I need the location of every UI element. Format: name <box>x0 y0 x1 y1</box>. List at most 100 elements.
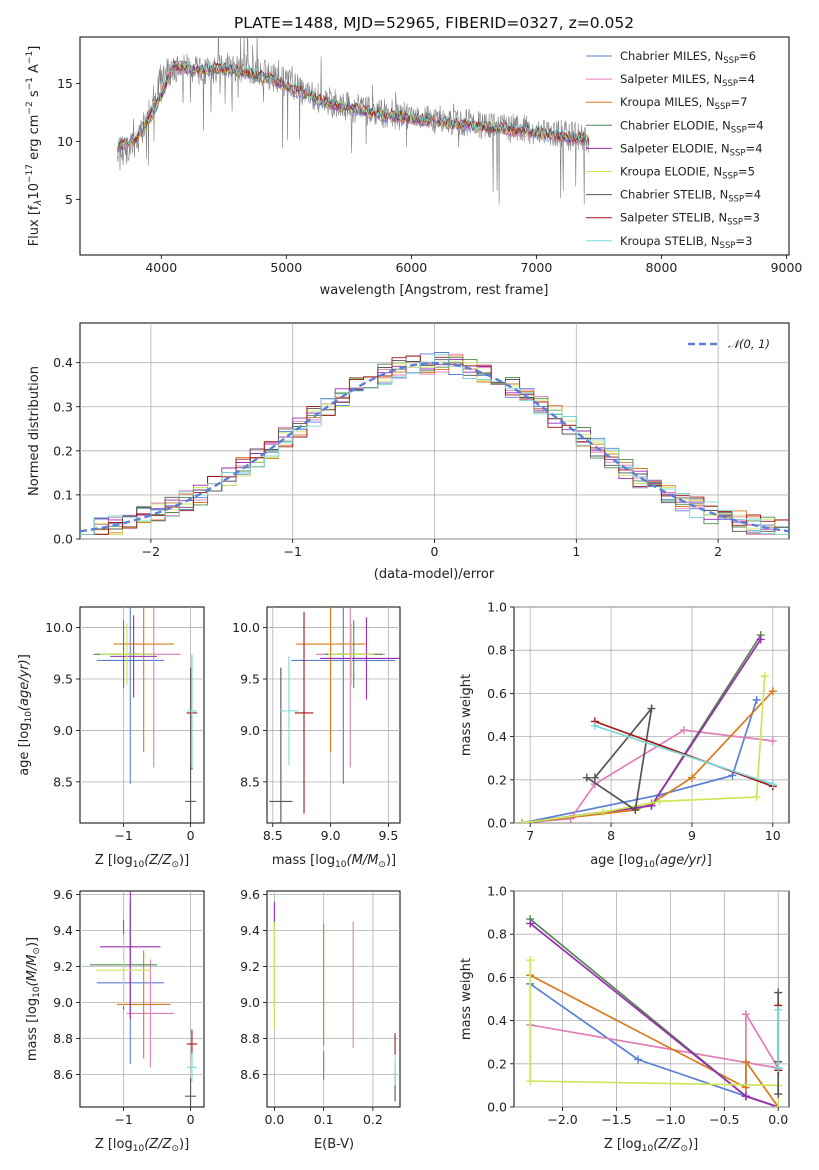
y-tick-label: 9.2 <box>240 959 260 974</box>
plus-marker <box>774 988 783 997</box>
plus-marker <box>655 797 664 806</box>
mass-vs-ebv-xlabel: E(B-V) <box>314 1137 354 1152</box>
x-tick-label: −1 <box>283 544 301 559</box>
plus-marker <box>647 704 656 713</box>
axis-ticks: −1 0 8.5 9.0 9.5 10.0 <box>45 620 194 843</box>
data-point <box>96 607 164 784</box>
axis-ticks: 4000 5000 6000 7000 8000 9000 5 10 15 <box>57 76 802 275</box>
plus-marker <box>590 721 599 730</box>
age-vs-Z-ylabel: age [log10(age/yr)] <box>17 654 34 776</box>
y-tick-label: 10 <box>57 134 73 149</box>
x-tick-label: 9.5 <box>378 828 398 843</box>
legend-entry: Salpeter MILES, NSSP=4 <box>620 72 755 89</box>
data-point <box>269 667 293 823</box>
x-tick-label: 2 <box>714 544 722 559</box>
x-tick-label: 7000 <box>521 260 553 275</box>
data-point <box>320 617 400 700</box>
x-tick-label: 1 <box>572 544 580 559</box>
plot-content <box>93 607 198 823</box>
mass-vs-ebv-plot-area <box>266 890 401 1108</box>
x-tick-label: −2.0 <box>547 1112 577 1127</box>
spectrum-xlabel: wavelength [Angstrom, rest frame] <box>320 283 549 298</box>
y-tick-label: 9.4 <box>240 923 260 938</box>
y-tick-label: 8.5 <box>240 774 260 789</box>
weight-series <box>582 704 656 815</box>
data-point <box>291 607 396 784</box>
plus-marker <box>768 780 777 789</box>
plus-marker <box>774 1103 783 1107</box>
mass-vs-Z-panel: −1 0 8.6 8.8 9.0 9.2 9.4 9.6 mass [log10(M/M⊙)]… <box>25 887 205 1154</box>
data-point <box>187 1053 197 1082</box>
x-tick-label: −2 <box>142 544 160 559</box>
data-point <box>328 623 375 686</box>
y-tick-label: 0.2 <box>487 1056 507 1071</box>
weight-vs-Z-ylabel: mass weight <box>459 958 474 1040</box>
legend-entry: Chabrier ELODIE, NSSP=4 <box>620 118 764 135</box>
x-tick-label: 6000 <box>395 260 427 275</box>
axis-ticks: 8.5 9.0 9.5 8.5 9.0 9.5 10.0 <box>232 620 398 843</box>
x-tick-label: −1 <box>114 1112 132 1127</box>
axis-ticks: −1 0 8.6 8.8 9.0 9.2 9.4 9.6 <box>53 887 195 1127</box>
x-tick-label: 9 <box>688 828 696 843</box>
x-tick-label: 0.1 <box>314 1112 334 1127</box>
x-tick-label: 10 <box>765 828 781 843</box>
data-point <box>116 950 171 1059</box>
y-tick-label: 9.0 <box>53 995 73 1010</box>
plot-content <box>526 915 783 1107</box>
plus-marker <box>741 1092 750 1101</box>
data-point <box>185 667 196 823</box>
plus-marker <box>634 1055 643 1064</box>
plus-marker <box>590 773 599 782</box>
y-tick-label: 9.5 <box>240 672 260 687</box>
x-tick-label: 0 <box>187 828 195 843</box>
x-tick-label: 0.0 <box>264 1112 284 1127</box>
x-tick-label: −1 <box>114 828 132 843</box>
x-tick-label: 8.5 <box>263 828 283 843</box>
plus-marker <box>756 635 765 644</box>
plot-content <box>80 352 789 536</box>
y-tick-label: 8.5 <box>53 774 73 789</box>
y-tick-label: 0.6 <box>487 686 507 701</box>
x-tick-label: 0.0 <box>768 1112 788 1127</box>
weight-vs-age-panel: 7 8 9 10 0.0 0.2 0.4 0.6 0.8 1.0 mass weight age … <box>459 600 790 870</box>
plus-marker <box>582 773 591 782</box>
model-spectrum-line <box>117 59 589 149</box>
plus-marker <box>598 808 607 817</box>
weight-series-line <box>586 705 653 812</box>
plus-marker <box>768 736 777 745</box>
y-tick-label: 15 <box>57 76 73 91</box>
residuals-ylabel: Normed distribution <box>27 366 42 496</box>
y-tick-label: 0.2 <box>487 772 507 787</box>
y-tick-label: 8.8 <box>240 1031 260 1046</box>
age-vs-mass-xlabel: mass [log10(M/M⊙)] <box>272 853 396 870</box>
y-tick-label: 0.4 <box>53 355 73 370</box>
plus-marker <box>752 793 761 802</box>
weight-series <box>774 1005 783 1073</box>
data-point <box>100 623 154 686</box>
y-tick-label: 9.6 <box>53 887 73 902</box>
mass-vs-Z-xlabel: Z [log10(Z/Z⊙)] <box>95 1137 189 1154</box>
y-tick-label: 5 <box>65 192 73 207</box>
y-tick-label: 0.4 <box>487 1013 507 1028</box>
legend-entry: Chabrier MILES, NSSP=6 <box>620 49 756 66</box>
residuals-panel: −2 −1 0 1 2 0.0 0.1 0.2 0.3 0.4 𝒩(0, 1) (data-mode… <box>27 322 790 582</box>
data-point <box>126 959 174 1068</box>
plot-content <box>90 891 198 1107</box>
y-tick-label: 0.2 <box>53 443 73 458</box>
age-vs-Z-panel: −1 0 8.5 9.0 9.5 10.0 age [log10(age/yr)] Z [… <box>17 606 205 870</box>
age-vs-mass-panel: 8.5 9.0 9.5 8.5 9.0 9.5 10.0 mass [log10(M/M⊙)… <box>232 606 401 870</box>
x-tick-label: 0 <box>187 1112 195 1127</box>
x-tick-label: 8 <box>607 828 615 843</box>
y-tick-label: 9.0 <box>53 723 73 738</box>
x-tick-label: −1.0 <box>655 1112 685 1127</box>
age-vs-Z-plot-area <box>79 606 205 824</box>
y-tick-label: 0.4 <box>487 729 507 744</box>
weight-vs-Z-panel: −2.0 −1.5 −1.0 −0.5 0.0 0.0 0.2 0.4 0.6 0.8 1.0 ma… <box>459 884 790 1154</box>
y-tick-label: 9.5 <box>53 672 73 687</box>
plus-marker <box>526 956 535 965</box>
x-tick-label: −0.5 <box>709 1112 739 1127</box>
plus-marker <box>631 806 640 815</box>
x-tick-label: −1.5 <box>601 1112 631 1127</box>
x-tick-label: 9.0 <box>321 828 341 843</box>
